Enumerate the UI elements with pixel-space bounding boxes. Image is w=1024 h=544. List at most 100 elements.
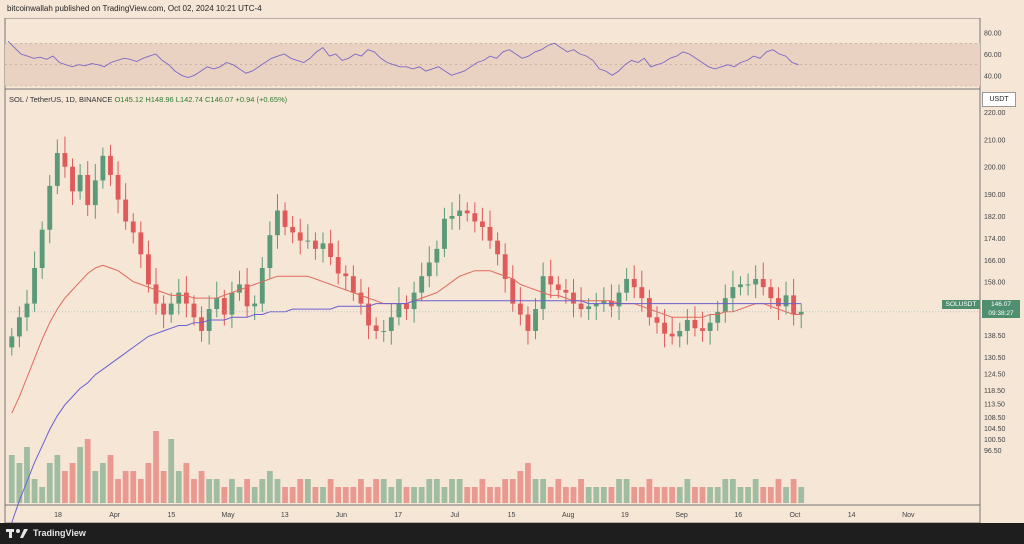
ma_red-line [11, 264, 802, 414]
moving-averages [5, 264, 980, 523]
volume-bar [471, 487, 478, 503]
candle-body [168, 303, 174, 315]
rsi-tick-1: 60.00 [984, 52, 1002, 59]
candle-body [312, 240, 318, 249]
candle-body [495, 240, 501, 255]
volume-bar [752, 479, 759, 503]
volume-bar [183, 463, 190, 503]
publisher-text: bitcoinwallah published on TradingView.c… [7, 4, 262, 13]
currency-button[interactable]: USDT [982, 92, 1016, 107]
volume-bar [464, 487, 471, 503]
volume-bar [8, 455, 15, 503]
candle-body [9, 336, 15, 348]
time-tick-4: 13 [281, 512, 289, 519]
candle-body [145, 254, 151, 285]
price-tick-5: 174.00 [984, 236, 1006, 243]
volume-bar [335, 487, 342, 503]
volume-bar [540, 479, 547, 503]
volume-bar [396, 479, 402, 503]
volume-bar [722, 479, 729, 503]
candle-body [335, 257, 341, 274]
rsi-tick-2: 40.00 [984, 73, 1002, 80]
price-tick-0: 220.00 [984, 110, 1006, 117]
candle-body [722, 298, 728, 312]
candle-body [479, 221, 485, 227]
candle-body [563, 289, 569, 293]
chart-frame[interactable]: 80.00 60.00 40.00 220.00 210.00 200.00 190.00… [0, 17, 1024, 524]
volume-bar [153, 431, 159, 503]
rsi-pane: 80.00 60.00 40.00 [5, 31, 1002, 87]
candle-body [555, 284, 561, 290]
volume-bar [229, 479, 235, 503]
publisher-header: bitcoinwallah published on TradingView.c… [0, 0, 1024, 18]
volume-bar [479, 479, 486, 503]
volume-bar [191, 479, 197, 503]
candle-body [161, 303, 167, 315]
volume-bar [259, 479, 266, 503]
candles-pane [9, 136, 804, 356]
price-tag-countdown: 09:38:27 [982, 309, 1020, 318]
volume-bar [684, 479, 691, 503]
volume-bar [206, 479, 213, 503]
volume-bar [767, 487, 774, 503]
close-value: C146.07 [205, 95, 234, 104]
volume-bar [380, 479, 387, 503]
volume-bar [62, 471, 68, 503]
volume-bar [168, 439, 175, 503]
volume-bar [198, 471, 205, 503]
chart-canvas[interactable]: 80.00 60.00 40.00 220.00 210.00 200.00 190.00… [0, 17, 1024, 524]
volume-bar [403, 487, 410, 503]
volume-bar [532, 479, 539, 503]
candle-body [396, 303, 402, 318]
price-tick-11: 124.50 [984, 371, 1006, 378]
candle-body [684, 320, 690, 331]
candle-body [776, 298, 781, 307]
candle-body [176, 292, 182, 304]
tradingview-logo-icon [6, 529, 28, 538]
volume-bar [525, 463, 531, 503]
footer-bar: TradingView [0, 523, 1024, 544]
candle-body [616, 292, 622, 307]
volume-bar [77, 447, 83, 503]
volume-bar [502, 479, 509, 503]
candle-body [510, 278, 516, 304]
volume-bar [289, 487, 296, 503]
volume-bar [676, 487, 683, 503]
volume-bar [297, 479, 304, 503]
volume-bar [160, 471, 167, 503]
rsi-line [7, 40, 799, 78]
volume-bar [411, 487, 417, 503]
volume-bar [145, 463, 152, 503]
volume-bar [707, 487, 714, 503]
candle-body [297, 232, 303, 241]
candle-body [252, 303, 258, 307]
candle-body [77, 174, 83, 192]
price-tick-10: 130.50 [984, 355, 1006, 362]
candle-body [358, 292, 364, 304]
candle-body [47, 185, 53, 230]
volume-bar [365, 487, 372, 503]
volume-bar [388, 487, 395, 503]
price-tick-13: 113.50 [984, 401, 1005, 408]
candle-body [32, 268, 37, 304]
candle-body [798, 311, 804, 315]
candle-body [571, 292, 576, 304]
candle-body [624, 278, 630, 293]
volume-bar [669, 487, 676, 503]
candle-body [343, 273, 349, 277]
candle-body [381, 330, 387, 332]
candle-body [39, 229, 45, 268]
candle-body [791, 295, 797, 315]
volume-bar [304, 479, 311, 503]
candle-body [259, 268, 265, 304]
candle-body [16, 317, 22, 337]
time-tick-7: Jul [450, 512, 459, 519]
candle-body [100, 155, 106, 181]
candle-body [24, 303, 30, 318]
ohlc-legend: SOL / TetherUS, 1D, BINANCE O145.12 H148… [9, 95, 287, 104]
volume-bar [39, 487, 46, 503]
open-value: O145.12 [114, 95, 144, 104]
candle-body [783, 295, 789, 307]
volume-bar [92, 471, 99, 503]
volume-bar [312, 487, 319, 503]
